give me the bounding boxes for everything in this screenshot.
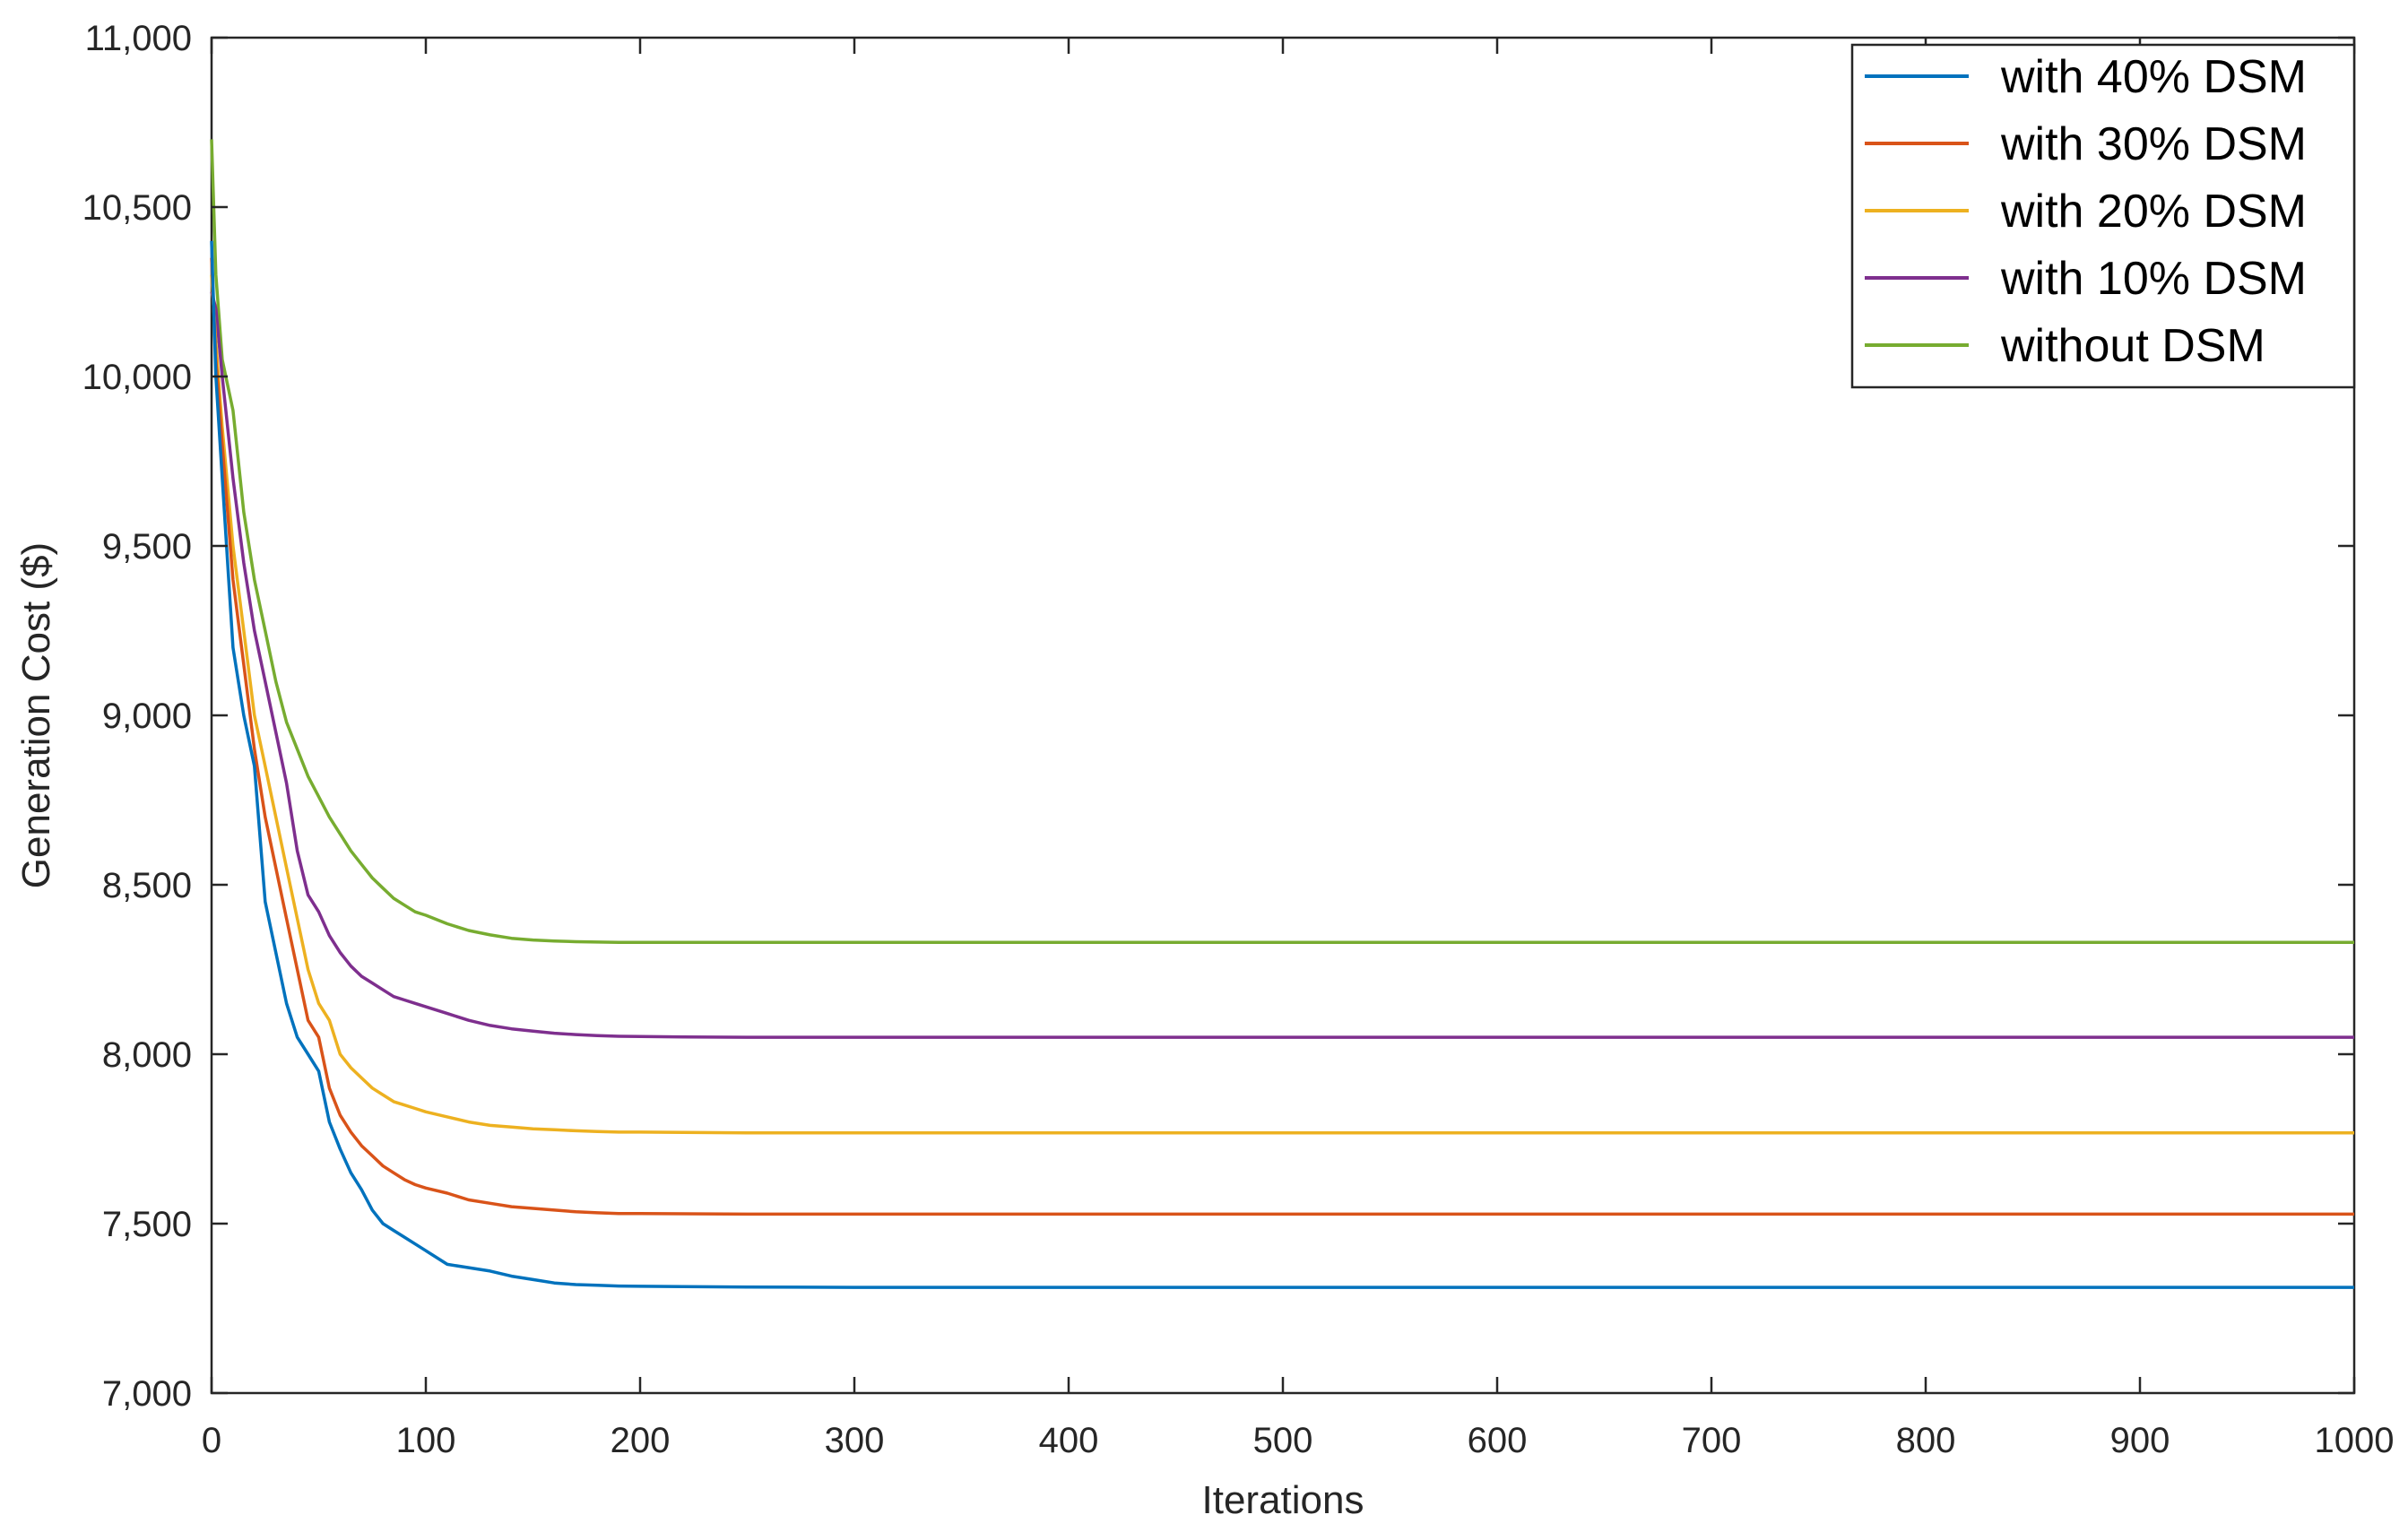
x-tick-label: 0 (202, 1421, 221, 1460)
series-line (210, 257, 2354, 1216)
y-tick-label: 9,500 (102, 527, 192, 567)
x-tick-label: 800 (1896, 1421, 1956, 1460)
legend: with 40% DSM with 30% DSM with 20% DSM with… (1850, 43, 2356, 389)
legend-entry: with 30% DSM (2000, 118, 2307, 170)
x-tick-label: 200 (611, 1421, 671, 1460)
legend-entry: with 20% DSM (2000, 186, 2307, 238)
x-tick-label: 500 (1253, 1421, 1313, 1460)
y-axis-label: Generation Cost ($) (14, 542, 58, 888)
series-lines (210, 139, 2354, 1289)
y-tick-label: 8,000 (102, 1035, 192, 1075)
y-tick-label: 8,500 (102, 866, 192, 905)
x-tick-label: 1000 (2315, 1421, 2395, 1460)
y-tick-label: 10,000 (82, 358, 192, 397)
legend-box (1850, 43, 2356, 389)
x-tick-label: 900 (2110, 1421, 2170, 1460)
y-tick-label: 7,000 (102, 1374, 192, 1414)
series-line (210, 240, 2354, 1289)
y-tick-label: 10,500 (82, 188, 192, 228)
x-tick-label: 600 (1468, 1421, 1528, 1460)
x-tick-label: 700 (1682, 1421, 1742, 1460)
legend-entry: with 10% DSM (2000, 253, 2307, 305)
x-axis-ticks: 0 100 200 300 400 500 600 700 800 900 1000 (202, 38, 2395, 1460)
legend-entry: with 40% DSM (2000, 51, 2307, 103)
x-tick-label: 400 (1039, 1421, 1099, 1460)
x-tick-label: 100 (396, 1421, 456, 1460)
legend-entry: without DSM (2000, 320, 2265, 372)
y-tick-label: 11,000 (85, 19, 192, 58)
y-tick-label: 9,000 (102, 697, 192, 736)
series-line (210, 291, 2354, 1039)
series-line (210, 274, 2354, 1135)
y-axis-ticks: 7,000 7,500 8,000 8,500 9,000 9,500 10,000 10,5… (82, 19, 2354, 1414)
x-tick-label: 300 (825, 1421, 885, 1460)
series-line (210, 139, 2354, 945)
x-axis-label: Iterations (1202, 1478, 1364, 1522)
y-tick-label: 7,500 (102, 1205, 192, 1244)
